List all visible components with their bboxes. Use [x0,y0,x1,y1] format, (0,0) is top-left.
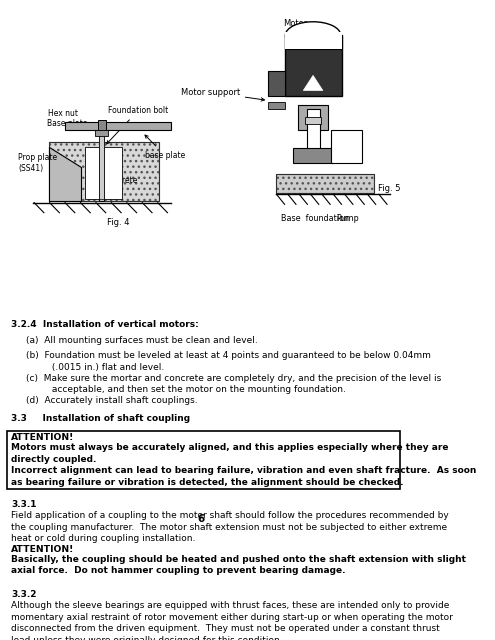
Text: Pump: Pump [336,214,358,223]
Polygon shape [303,76,323,90]
Text: Motor support: Motor support [181,88,264,101]
Text: Prop plate
(SS41): Prop plate (SS41) [18,153,57,173]
Bar [293,148,334,163]
Text: Base  foundation: Base foundation [281,214,348,223]
Text: 3.2.4  Installation of vertical motors:: 3.2.4 Installation of vertical motors: [11,320,199,329]
Text: 6: 6 [198,514,205,524]
Text: 3.3     Installation of shaft coupling: 3.3 Installation of shaft coupling [11,414,191,423]
FancyBboxPatch shape [7,431,399,490]
Text: (c)  Make sure the mortar and concrete are completely dry, and the precision of : (c) Make sure the mortar and concrete ar… [26,374,442,394]
Text: ATTENTION!: ATTENTION! [11,545,75,554]
Text: Field application of a coupling to the motor shaft should follow the procedures : Field application of a coupling to the m… [11,511,449,543]
Bar [65,122,171,130]
Bar [285,35,342,96]
Ellipse shape [286,22,341,49]
Text: Hex nut: Hex nut [49,109,95,127]
Bar [99,132,104,199]
Text: 3.3.1: 3.3.1 [11,500,37,509]
Text: Although the sleeve bearings are equipped with thrust faces, these are intended : Although the sleeve bearings are equippe… [11,601,453,640]
Text: Fig. 5: Fig. 5 [378,184,400,193]
Bar [268,102,285,109]
Polygon shape [49,147,81,201]
Text: (d)  Accurately install shaft couplings.: (d) Accurately install shaft couplings. [26,396,198,405]
Text: (a)  All mounting surfaces must be clean and level.: (a) All mounting surfaces must be clean … [26,336,258,345]
Text: Motors must always be accurately aligned, and this applies especially where they: Motors must always be accurately aligned… [11,444,477,486]
Bar [306,109,320,155]
Bar [285,36,342,49]
Bar [277,174,374,193]
Text: Base plate: Base plate [47,120,88,129]
Bar [331,130,362,163]
Text: 3.3.2: 3.3.2 [11,590,37,599]
Bar [99,125,104,201]
Bar [305,117,321,124]
Bar [98,120,106,130]
Polygon shape [49,142,158,201]
Text: Concrete: Concrete [103,175,138,184]
Text: Basically, the coupling should be heated and pushed onto the shaft extension wit: Basically, the coupling should be heated… [11,555,466,575]
Text: Fig. 4: Fig. 4 [106,218,129,227]
Polygon shape [85,147,122,199]
Text: Foundation bolt: Foundation bolt [107,106,168,144]
Bar [268,71,285,96]
Text: ATTENTION!: ATTENTION! [11,433,75,442]
FancyBboxPatch shape [7,543,399,579]
Bar [95,130,108,136]
Text: (b)  Foundation must be leveled at least at 4 points and guaranteed to be below : (b) Foundation must be leveled at least … [26,351,431,372]
Text: base plate: base plate [145,135,185,160]
Bar [298,105,328,130]
Bar [285,32,342,49]
Text: Motor: Motor [283,19,311,45]
